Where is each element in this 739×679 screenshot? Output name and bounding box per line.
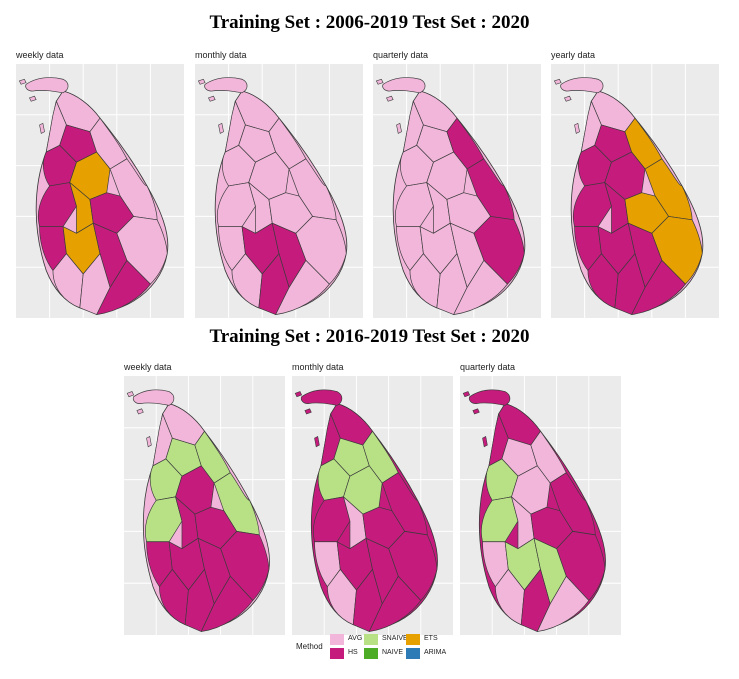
- map-panel-bottom-weekly: weekly data: [124, 362, 285, 635]
- islet-shape: [553, 78, 562, 85]
- islet-shape: [386, 95, 394, 102]
- district-shape: [631, 260, 686, 315]
- method-legend: Method AVG HS SNAIVE NAIVE ETS ARIMA: [288, 632, 478, 668]
- map-plot-area: [373, 64, 541, 318]
- panel-label: quarterly data: [373, 50, 429, 60]
- district-map: [16, 64, 184, 318]
- district-map: [124, 376, 285, 635]
- district-map: [195, 64, 363, 318]
- map-panel-bottom-quarterly: quarterly data: [460, 362, 621, 635]
- district-shape: [37, 182, 77, 227]
- legend-swatch: [330, 648, 344, 659]
- map-panel-top-weekly: weekly data: [16, 50, 184, 318]
- islet-shape: [29, 95, 37, 102]
- islet-shape: [396, 122, 402, 134]
- district-shape: [394, 182, 434, 227]
- legend-label: NAIVE: [382, 649, 404, 656]
- panel-label: monthly data: [195, 50, 247, 60]
- map-panel-top-yearly: yearly data: [551, 50, 719, 318]
- district-shape: [313, 496, 351, 543]
- legend-swatch: [330, 634, 344, 645]
- islet-shape: [39, 122, 45, 134]
- islet-shape: [218, 122, 224, 134]
- district-shape: [275, 260, 330, 315]
- islet-shape: [197, 78, 206, 85]
- district-shape: [536, 575, 590, 632]
- islet-shape: [482, 435, 488, 448]
- islet-shape: [208, 95, 216, 102]
- district-map: [292, 376, 453, 635]
- district-shape: [145, 496, 183, 543]
- islet-shape: [472, 408, 480, 415]
- islet-shape: [564, 95, 572, 102]
- map-plot-area: [16, 64, 184, 318]
- jaffna-peninsula: [382, 77, 426, 94]
- legend-swatch: [406, 648, 420, 659]
- islet-shape: [126, 391, 135, 398]
- legend-label: ARIMA: [424, 649, 447, 656]
- jaffna-peninsula: [300, 389, 343, 406]
- panel-label: yearly data: [551, 50, 596, 60]
- islet-shape: [462, 391, 471, 398]
- map-plot-area: [195, 64, 363, 318]
- islet-shape: [304, 408, 312, 415]
- panel-label: quarterly data: [460, 362, 516, 372]
- legend-swatch: [406, 634, 420, 645]
- jaffna-peninsula: [132, 389, 175, 406]
- map-panel-top-quarterly: quarterly data: [373, 50, 541, 318]
- district-shape: [96, 260, 151, 315]
- district-map: [460, 376, 621, 635]
- jaffna-peninsula: [204, 77, 248, 94]
- legend-label: HS: [348, 649, 358, 656]
- jaffna-peninsula: [25, 77, 69, 94]
- district-shape: [572, 182, 612, 227]
- islet-shape: [294, 391, 303, 398]
- district-shape: [453, 260, 508, 315]
- legend-title: Method: [296, 642, 323, 651]
- district-shape: [368, 575, 422, 632]
- islet-shape: [18, 78, 27, 85]
- section-title-top: Training Set : 2006-2019 Test Set : 2020: [209, 12, 530, 33]
- section-title-bottom: Training Set : 2016-2019 Test Set : 2020: [209, 326, 530, 347]
- jaffna-peninsula: [468, 389, 511, 406]
- map-panel-bottom-monthly: monthly data: [292, 362, 453, 635]
- islet-shape: [314, 435, 320, 448]
- islet-shape: [136, 408, 144, 415]
- district-shape: [481, 496, 519, 543]
- legend-label: AVG: [348, 635, 363, 642]
- map-plot-area: [124, 376, 285, 635]
- district-map: [373, 64, 541, 318]
- jaffna-peninsula: [560, 77, 604, 94]
- district-map: [551, 64, 719, 318]
- panel-label: weekly data: [124, 362, 172, 372]
- map-plot-area: [292, 376, 453, 635]
- legend-label: ETS: [424, 635, 438, 642]
- legend-swatch: [364, 634, 378, 645]
- islet-shape: [146, 435, 152, 448]
- map-plot-area: [551, 64, 719, 318]
- district-shape: [216, 182, 256, 227]
- islet-shape: [375, 78, 384, 85]
- panel-label: monthly data: [292, 362, 344, 372]
- legend-swatch: [364, 648, 378, 659]
- legend-label: SNAIVE: [382, 635, 408, 642]
- district-shape: [200, 575, 254, 632]
- map-panel-top-monthly: monthly data: [195, 50, 363, 318]
- panel-label: weekly data: [16, 50, 64, 60]
- islet-shape: [574, 122, 580, 134]
- map-plot-area: [460, 376, 621, 635]
